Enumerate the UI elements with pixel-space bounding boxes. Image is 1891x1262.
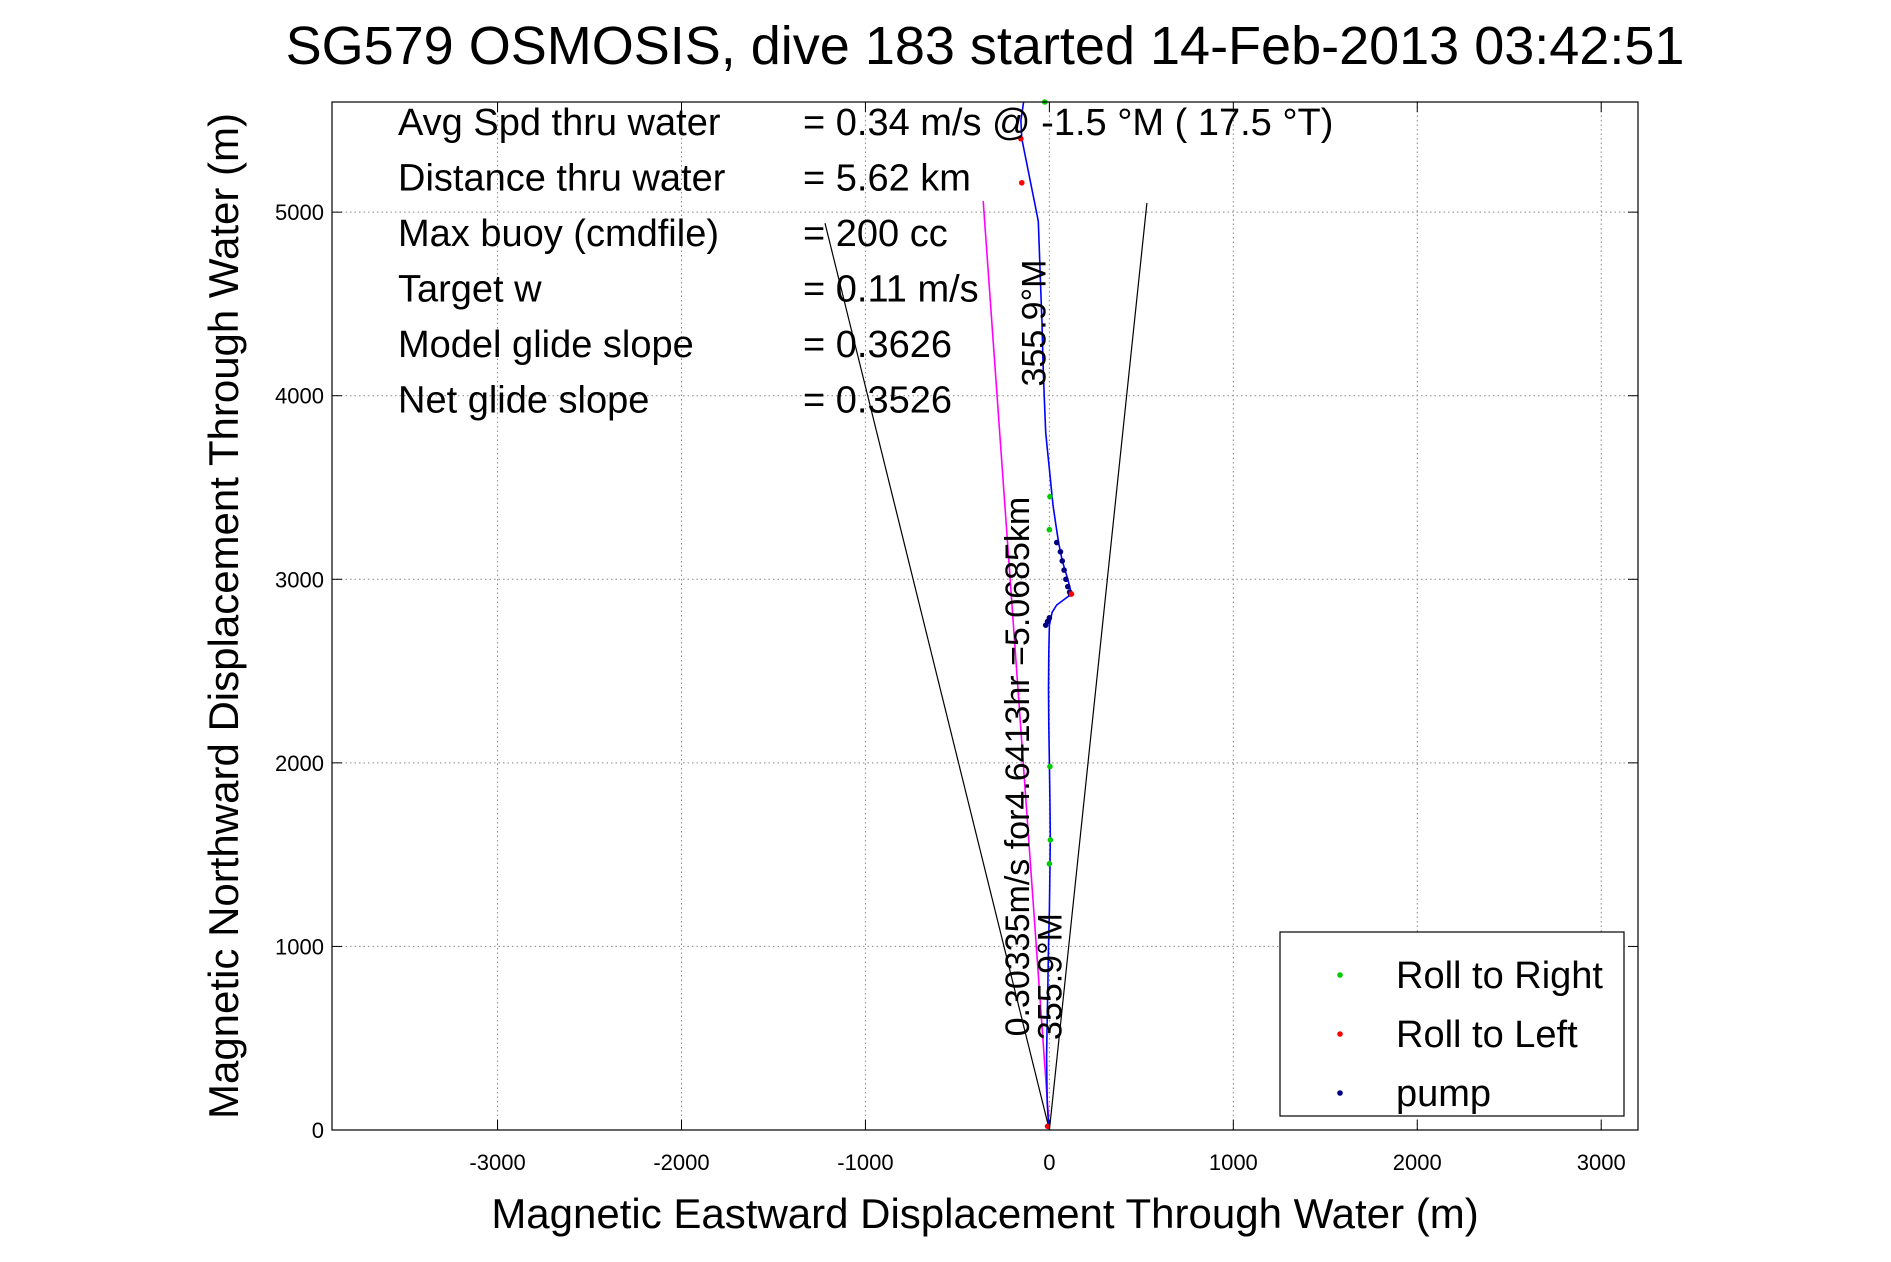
x-tick-label: -1000 xyxy=(837,1150,893,1175)
info-value: = 0.11 m/s xyxy=(803,269,979,311)
info-value: = 200 cc xyxy=(803,213,948,255)
plot-area-frame xyxy=(331,101,1639,1131)
x-axis-label: Magnetic Eastward Displacement Through W… xyxy=(491,1190,1478,1237)
y-tick-label: 2000 xyxy=(275,751,324,776)
x-tick-label: 0 xyxy=(1043,1150,1055,1175)
info-value: = 5.62 km xyxy=(803,158,971,200)
pump-marker xyxy=(1063,576,1069,583)
y-tick-label: 1000 xyxy=(275,934,324,959)
info-value: = 0.3626 xyxy=(803,324,952,366)
x-tick-label: 1000 xyxy=(1209,1150,1258,1175)
info-value: = 0.3526 xyxy=(803,380,952,422)
y-tick-label: 5000 xyxy=(275,200,324,225)
legend-label: Roll to Left xyxy=(1396,1014,1578,1056)
info-block: Avg Spd thru water = 0.34 m/s @ -1.5 °M (… xyxy=(398,102,1333,422)
info-label: Avg Spd thru water xyxy=(398,102,721,144)
info-label: Distance thru water xyxy=(398,158,726,200)
plot-annotation: 0.30335m/s for4.6413hr =5.0685km xyxy=(999,497,1037,1037)
x-tick-label: -3000 xyxy=(469,1150,525,1175)
legend: Roll to Right Roll to Left pump xyxy=(1279,931,1625,1117)
pump-marker xyxy=(1064,583,1071,590)
chart-title: SG579 OSMOSIS, dive 183 started 14-Feb-2… xyxy=(286,16,1685,76)
axis-ticks xyxy=(332,102,1638,1131)
roll-left-marker xyxy=(1018,135,1024,142)
plot-annotation: 355.9°M xyxy=(1031,913,1069,1040)
roll-left-marker xyxy=(1068,591,1075,597)
pump-marker xyxy=(1046,615,1053,621)
x-tick-label: 3000 xyxy=(1577,1150,1626,1175)
y-tick-label: 4000 xyxy=(275,384,324,409)
legend-marker-pump xyxy=(1337,1090,1343,1096)
current-line xyxy=(982,201,1051,1131)
roll-right-marker xyxy=(1046,861,1053,867)
pump-marker xyxy=(1057,548,1064,555)
pump-marker xyxy=(1053,539,1060,546)
cone-line xyxy=(1048,202,1148,1131)
plot-markers xyxy=(1018,99,1075,1130)
y-axis-label: Magnetic Northward Displacement Through … xyxy=(200,113,247,1119)
roll-right-marker xyxy=(1046,526,1053,533)
info-value: = 0.34 m/s @ -1.5 °M ( 17.5 °T) xyxy=(803,102,1333,144)
roll-left-marker xyxy=(1018,179,1025,186)
plot-annotation: 355.9°M xyxy=(1016,259,1054,386)
x-tick-label: -2000 xyxy=(653,1150,709,1175)
pump-marker xyxy=(1059,558,1066,564)
roll-right-marker xyxy=(1047,837,1054,843)
axis-tick-labels: -3000 -2000 -1000 0 1000 2000 3000 0 1000 2000 300… xyxy=(275,200,1626,1175)
legend-label: Roll to Right xyxy=(1396,955,1603,997)
legend-box xyxy=(1279,931,1625,1117)
cone-line xyxy=(824,223,1050,1131)
y-tick-label: 0 xyxy=(312,1118,324,1143)
roll-right-marker xyxy=(1047,763,1053,770)
x-tick-label: 2000 xyxy=(1393,1150,1442,1175)
legend-marker-roll-right xyxy=(1337,972,1343,978)
info-label: Max buoy (cmdfile) xyxy=(398,213,719,255)
info-label: Model glide slope xyxy=(398,324,694,366)
legend-marker-roll-left xyxy=(1337,1031,1343,1037)
info-label: Net glide slope xyxy=(398,380,649,422)
y-tick-label: 3000 xyxy=(275,567,324,592)
info-label: Target w xyxy=(398,269,542,311)
heading-cone xyxy=(824,202,1148,1131)
plot-annotations: 355.9°M0.30335m/s for4.6413hr =5.0685km3… xyxy=(999,259,1069,1040)
roll-right-marker xyxy=(1047,493,1053,500)
pump-marker xyxy=(1061,567,1067,573)
legend-label: pump xyxy=(1396,1073,1491,1115)
